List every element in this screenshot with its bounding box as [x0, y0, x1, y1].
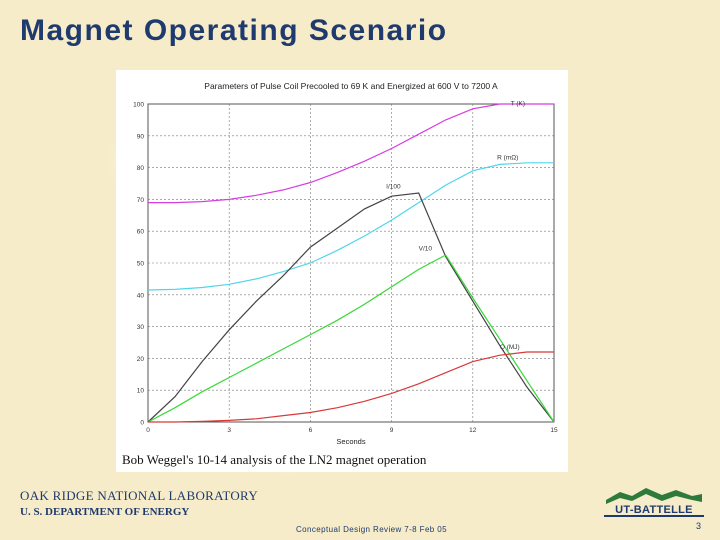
logo-text: UT-BATTELLE	[615, 504, 693, 516]
series-line-4	[148, 351, 554, 423]
series-label: V/10	[419, 245, 433, 252]
series-label: Q (MJ)	[500, 344, 520, 351]
series-line-1	[147, 162, 554, 291]
y-tick-label: 40	[137, 292, 145, 299]
y-tick-label: 70	[137, 197, 145, 204]
y-tick-label: 100	[133, 102, 144, 109]
chart-title: Parameters of Pulse Coil Precooled to 69…	[204, 81, 498, 91]
series-line-2	[147, 192, 555, 423]
series-line-3	[147, 254, 555, 423]
series-label: T (K)	[511, 101, 525, 108]
series-line-0	[148, 103, 554, 204]
y-tick-label: 20	[137, 356, 145, 363]
slide-title: Magnet Operating Scenario	[20, 14, 448, 47]
x-tick-label: 12	[469, 427, 477, 434]
lab-name: OAK RIDGE NATIONAL LABORATORY	[20, 488, 259, 503]
chart-caption: Bob Weggel's 10-14 analysis of the LN2 m…	[122, 452, 427, 467]
y-tick-label: 10	[137, 388, 145, 395]
series-label: R (mΩ)	[497, 155, 518, 162]
x-axis-label: Seconds	[336, 437, 365, 446]
chart-figure: Parameters of Pulse Coil Precooled to 69…	[116, 70, 568, 472]
x-tick-label: 15	[550, 427, 558, 434]
y-tick-label: 80	[137, 165, 145, 172]
line-chart: Parameters of Pulse Coil Precooled to 69…	[133, 81, 558, 446]
footer-note: Conceptual Design Review 7-8 Feb 05	[296, 525, 447, 534]
page-number: 3	[696, 521, 702, 531]
x-tick-label: 0	[146, 427, 150, 434]
y-tick-label: 90	[137, 133, 145, 140]
x-tick-label: 3	[227, 427, 231, 434]
x-tick-label: 6	[309, 427, 313, 434]
ut-battelle-logo-icon	[604, 488, 704, 517]
department-name: U. S. DEPARTMENT OF ENERGY	[20, 506, 190, 518]
y-tick-label: 0	[140, 420, 144, 427]
y-tick-label: 60	[137, 229, 145, 236]
y-tick-label: 50	[137, 261, 145, 268]
y-tick-label: 30	[137, 324, 145, 331]
x-tick-label: 9	[390, 427, 394, 434]
plot-frame	[147, 103, 555, 423]
series-label: I/100	[386, 183, 401, 190]
